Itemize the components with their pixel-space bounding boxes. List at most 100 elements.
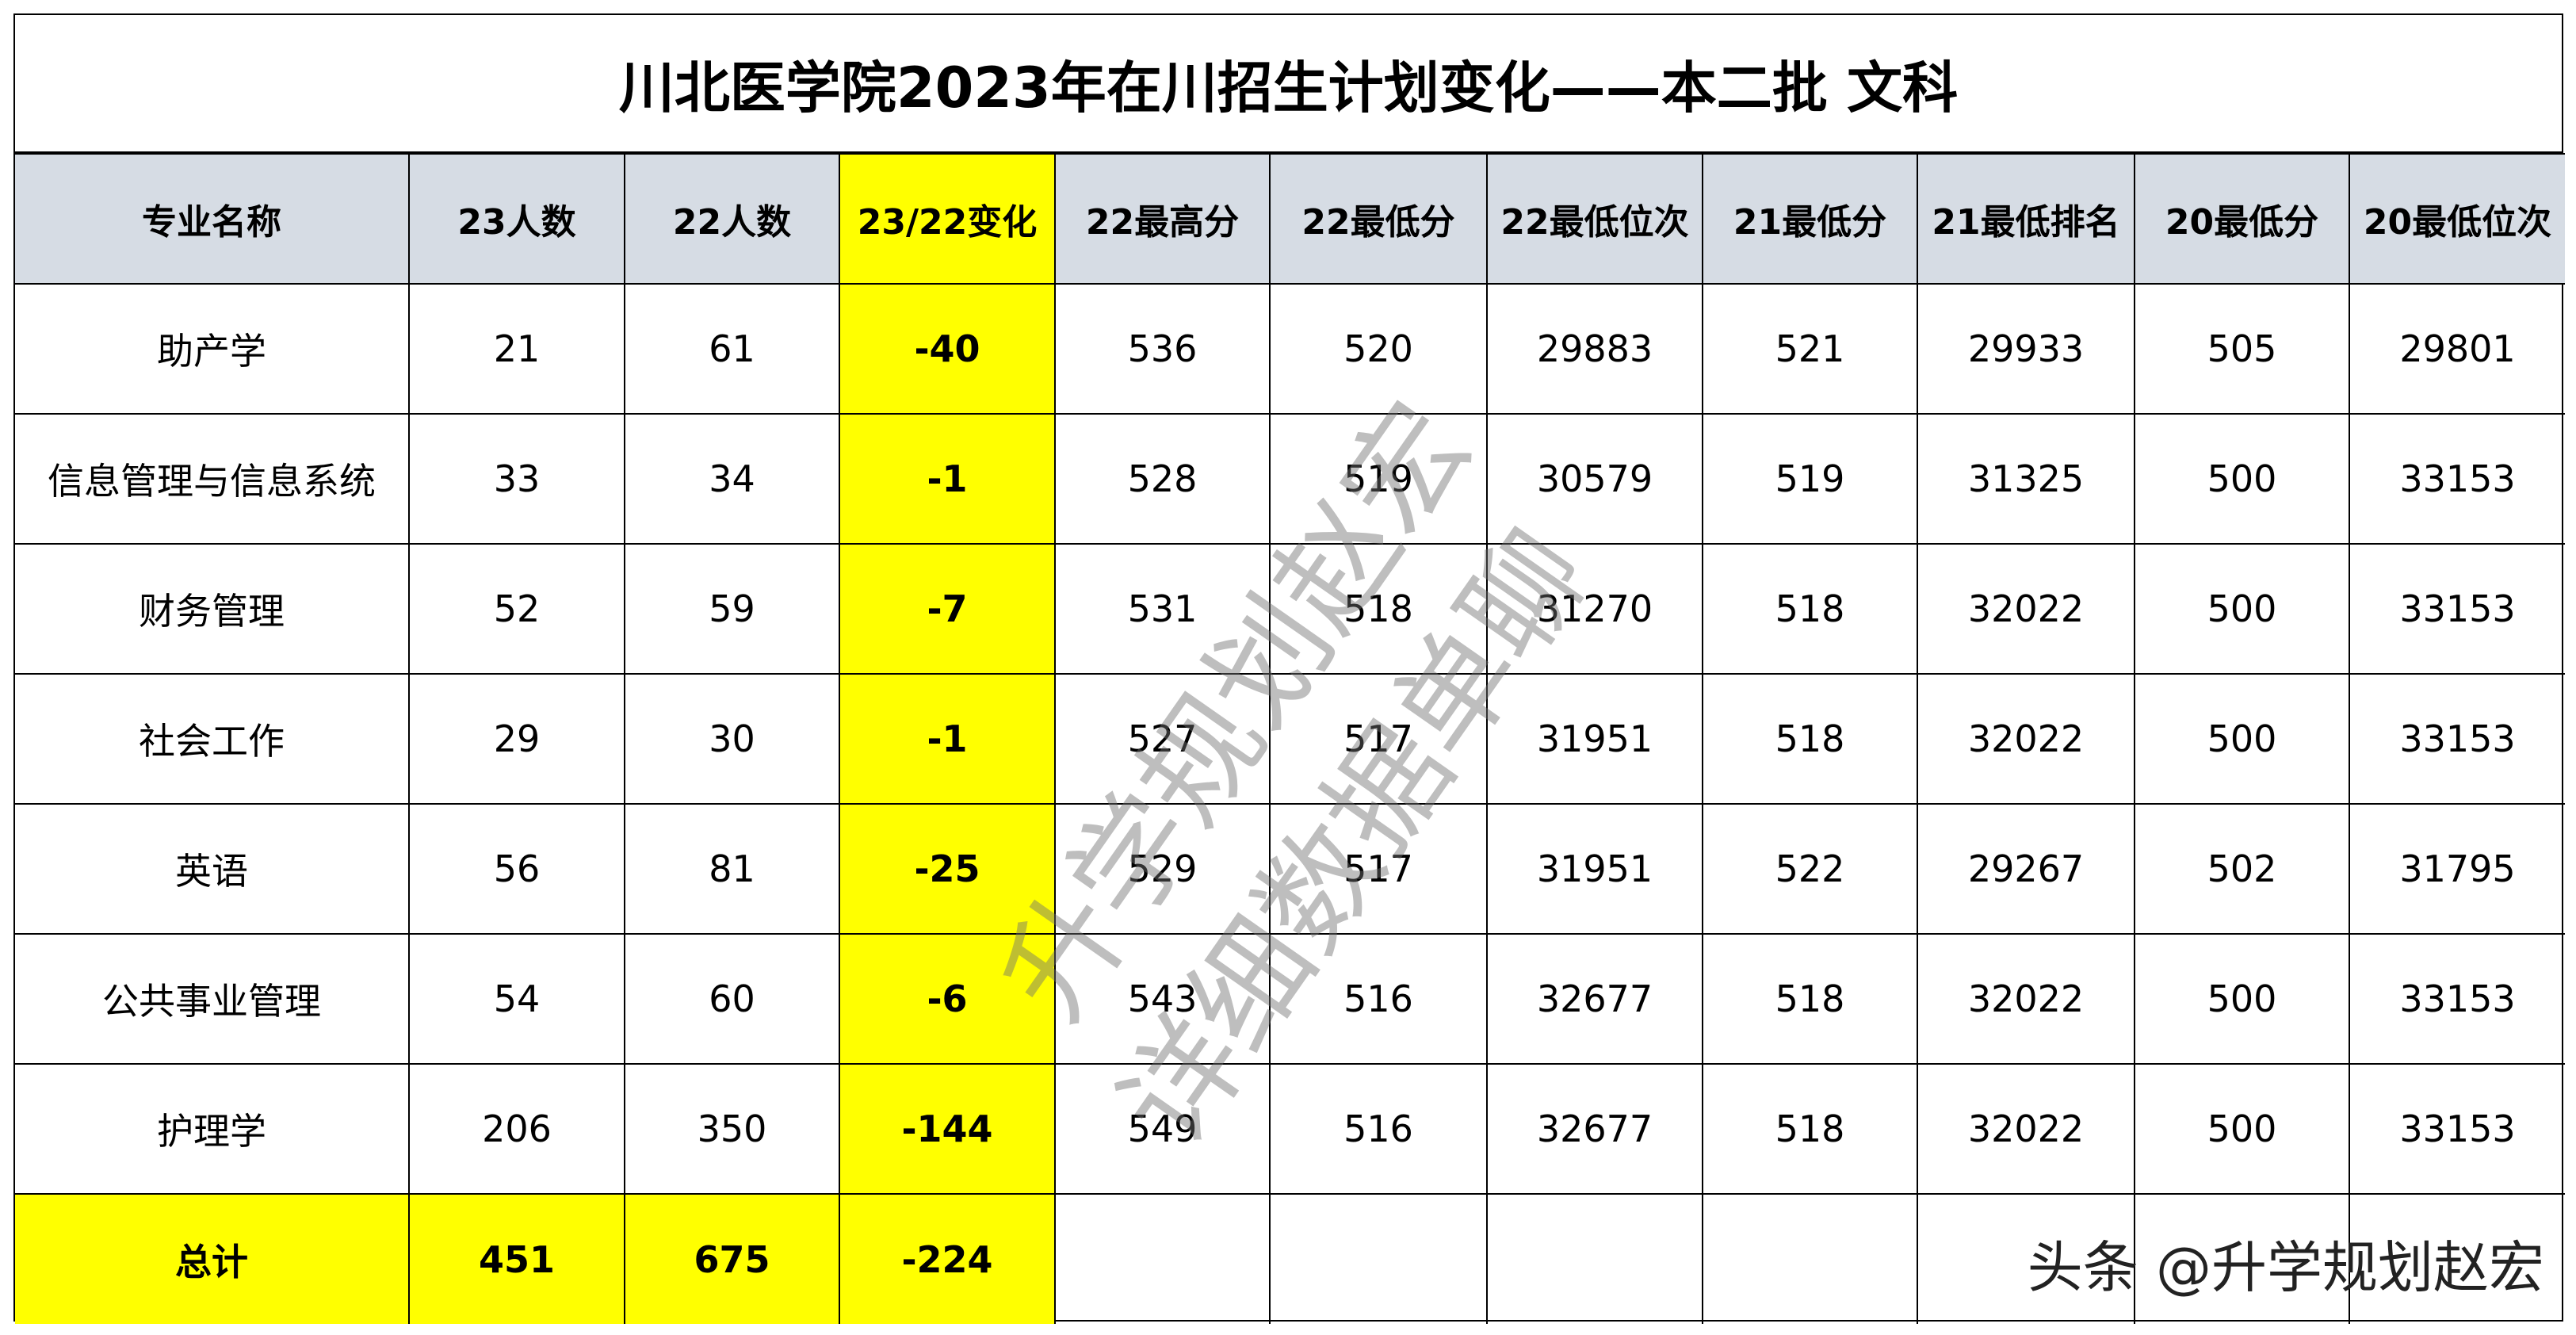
table-cell: 536 [1054,283,1271,415]
table-cell: 206 [408,1063,625,1195]
table-cell: 32022 [1917,543,2135,675]
table-cell: 32677 [1486,1063,1703,1195]
table-cell: 32022 [1917,933,2135,1065]
table-cell: 502 [2134,803,2350,935]
table-cell: 60 [624,933,840,1065]
table-cell: 527 [1054,673,1271,805]
table-cell: 31951 [1486,673,1703,805]
table-title: 川北医学院2023年在川招生计划变化——本二批 文科 [15,15,2562,153]
column-header: 22最低分 [1269,153,1488,285]
total-cell: 675 [624,1193,840,1324]
column-header: 21最低分 [1702,153,1918,285]
credit-label: 头条 @升学规划赵宏 [2027,1235,2544,1300]
table-cell: 520 [1269,283,1488,415]
total-cell: -224 [839,1193,1056,1324]
column-header: 专业名称 [15,153,410,285]
table-cell: -1 [839,673,1056,805]
table-cell: 500 [2134,1063,2350,1195]
table-row: 财务管理 52 59 -7 531 518 31270 518 32022 500 33153 [15,543,2565,675]
table-cell: 518 [1702,673,1918,805]
table-cell: 528 [1054,413,1271,545]
empty-cell [1917,1193,2135,1324]
major-name-cell: 财务管理 [15,543,410,675]
column-header: 22人数 [624,153,840,285]
table-cell: 21 [408,283,625,415]
table-cell: 33153 [2349,933,2565,1065]
empty-cell [2134,1193,2350,1324]
table-cell: 54 [408,933,625,1065]
column-header: 20最低位次 [2349,153,2565,285]
table-cell: 543 [1054,933,1271,1065]
table-row: 英语 56 81 -25 529 517 31951 522 29267 502 31795 [15,803,2565,935]
table-cell: 31270 [1486,543,1703,675]
table-cell: -6 [839,933,1056,1065]
table-row: 公共事业管理 54 60 -6 543 516 32677 518 32022 500 33153 [15,933,2565,1065]
table-cell: -25 [839,803,1056,935]
table-cell: 32022 [1917,1063,2135,1195]
header-row: 专业名称 23人数 22人数 23/22变化 22最高分 22最低分 22最低位次 21最低分… [15,153,2565,285]
table-cell: 518 [1702,933,1918,1065]
table-cell: 34 [624,413,840,545]
major-name-cell: 助产学 [15,283,410,415]
table-row: 信息管理与信息系统 33 34 -1 528 519 30579 519 31325 500 331… [15,413,2565,545]
table-cell: 518 [1702,1063,1918,1195]
table-cell: 519 [1702,413,1918,545]
table-cell: 33153 [2349,673,2565,805]
table-cell: 500 [2134,933,2350,1065]
table-cell: 33 [408,413,625,545]
table-cell: 519 [1269,413,1488,545]
table-cell: 30 [624,673,840,805]
table-cell: 52 [408,543,625,675]
table-cell: 549 [1054,1063,1271,1195]
table-cell: 500 [2134,543,2350,675]
table-cell: 29933 [1917,283,2135,415]
table-cell: 500 [2134,413,2350,545]
table-cell: 33153 [2349,413,2565,545]
total-cell: 451 [408,1193,625,1324]
table-cell: 29 [408,673,625,805]
table-row: 助产学 21 61 -40 536 520 29883 521 29933 505 29801 [15,283,2565,415]
table-cell: 31325 [1917,413,2135,545]
column-header: 22最低位次 [1486,153,1703,285]
column-header: 20最低分 [2134,153,2350,285]
spreadsheet: 川北医学院2023年在川招生计划变化——本二批 文科 专业名称 23人数 22人数 2… [13,13,2565,1324]
empty-cell [1054,1193,1271,1324]
column-header: 21最低排名 [1917,153,2135,285]
table-cell: 61 [624,283,840,415]
total-cell: 总计 [15,1193,410,1324]
total-row: 总计 451 675 -224 [15,1193,2565,1324]
major-name-cell: 英语 [15,803,410,935]
major-name-cell: 护理学 [15,1063,410,1195]
table-cell: 29801 [2349,283,2565,415]
table-cell: 29883 [1486,283,1703,415]
table-cell: -1 [839,413,1056,545]
table-cell: 56 [408,803,625,935]
table-cell: 522 [1702,803,1918,935]
table-cell: 517 [1269,673,1488,805]
table-cell: 33153 [2349,543,2565,675]
table-cell: 32022 [1917,673,2135,805]
table-cell: 29267 [1917,803,2135,935]
empty-cell [1486,1193,1703,1324]
table-cell: -7 [839,543,1056,675]
table-cell: 505 [2134,283,2350,415]
table-cell: -144 [839,1063,1056,1195]
major-name-cell: 社会工作 [15,673,410,805]
column-header: 22最高分 [1054,153,1271,285]
major-name-cell: 公共事业管理 [15,933,410,1065]
table-cell: 500 [2134,673,2350,805]
table-cell: 31795 [2349,803,2565,935]
column-header: 23人数 [408,153,625,285]
table-cell: 518 [1702,543,1918,675]
table-cell: 516 [1269,1063,1488,1195]
table-cell: 516 [1269,933,1488,1065]
table-cell: 531 [1054,543,1271,675]
table-cell: 31951 [1486,803,1703,935]
table-cell: 30579 [1486,413,1703,545]
table-cell: 518 [1269,543,1488,675]
empty-cell [1702,1193,1918,1324]
column-header: 23/22变化 [839,153,1056,285]
table-cell: 529 [1054,803,1271,935]
table-cell: 521 [1702,283,1918,415]
empty-cell [2349,1193,2565,1324]
